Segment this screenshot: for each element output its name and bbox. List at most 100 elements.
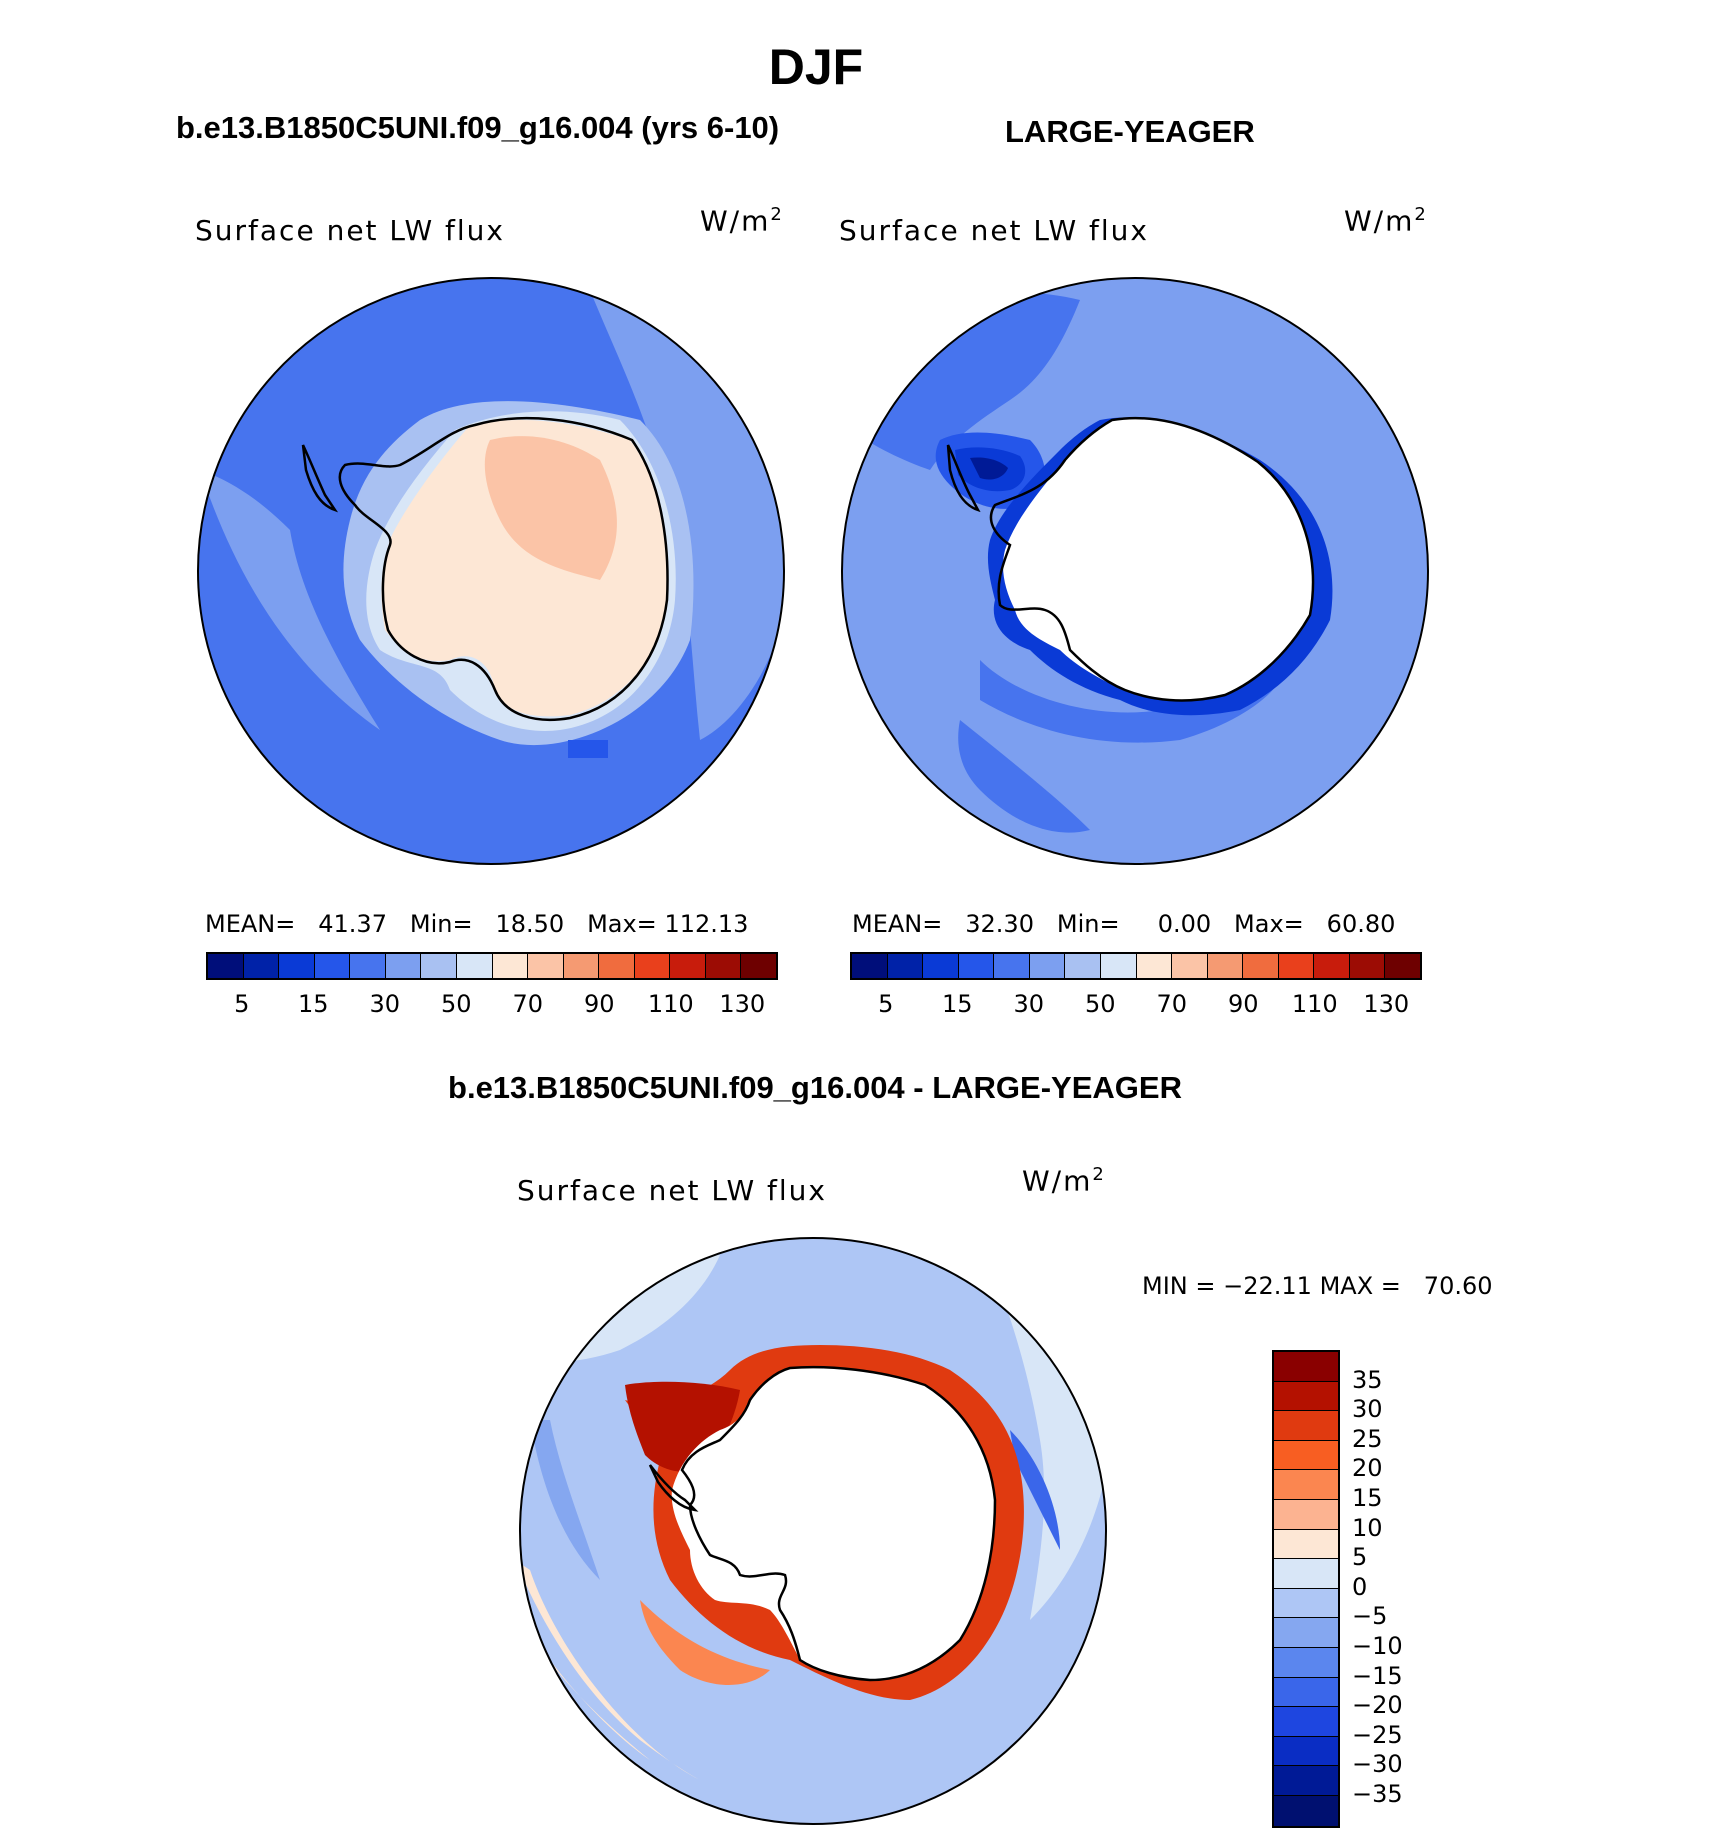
right-panel-title: LARGE-YEAGER (1005, 114, 1255, 149)
left-colorbar-box-1 (243, 954, 280, 978)
left-colorbar-box-12 (634, 954, 671, 978)
diff-colorbar-tick-label: 0 (1352, 1572, 1368, 1601)
diff-colorbar-box-9 (1274, 1618, 1338, 1648)
diff-colorbar-box-7 (1274, 1559, 1338, 1589)
left-colorbar-tick-label: 50 (440, 990, 472, 1018)
right-colorbar-box-2 (923, 954, 959, 978)
left-colorbar-tick-label: 5 (234, 990, 250, 1018)
right-map-ocean-south (980, 640, 1292, 743)
diff-map-negative-patch (1010, 1430, 1060, 1550)
right-map (842, 278, 1428, 864)
right-colorbar-box-5 (1029, 954, 1066, 978)
left-colorbar-box-9 (528, 954, 564, 978)
left-colorbar-ticks: 5 15 30 50 70 90 110 130 (206, 990, 778, 1020)
right-colorbar-box-6 (1065, 954, 1101, 978)
right-colorbar-tick-label: 110 (1291, 990, 1338, 1018)
diff-colorbar-tick-label: −10 (1352, 1632, 1403, 1660)
diff-colorbar-box-8 (1274, 1588, 1338, 1619)
diff-colorbar-box-10 (1274, 1647, 1338, 1678)
diff-colorbar-tick-label: −25 (1352, 1720, 1403, 1749)
right-colorbar-box-15 (1385, 954, 1420, 978)
diff-colorbar-box-2 (1274, 1411, 1338, 1441)
right-stats: MEAN= 32.30 Min= 0.00 Max= 60.80 (852, 910, 1396, 938)
left-stats: MEAN= 41.37 Min= 18.50 Max= 112.13 (205, 910, 749, 938)
left-panel-title: b.e13.B1850C5UNI.f09_g16.004 (yrs 6-10) (176, 110, 780, 145)
right-colorbar-box-1 (887, 954, 924, 978)
right-colorbar-box-14 (1349, 954, 1386, 978)
diff-units-label: W/m2 (1022, 1164, 1106, 1198)
right-colorbar-tick-label: 15 (941, 990, 973, 1018)
left-map-boundary (197, 277, 785, 865)
right-colorbar (850, 952, 1422, 980)
right-units-label: W/m2 (1344, 204, 1428, 238)
diff-colorbar-tick-label: 20 (1352, 1454, 1383, 1483)
left-map-ocean-band-west (200, 470, 380, 730)
left-map (198, 278, 784, 864)
left-colorbar-tick-label: 90 (583, 990, 615, 1018)
right-variable-label: Surface net LW flux (839, 214, 1149, 247)
right-colorbar-box-0 (852, 954, 888, 978)
right-colorbar-ticks: 5 15 30 50 70 90 110 130 (850, 990, 1422, 1020)
right-colorbar-box-7 (1100, 954, 1137, 978)
diff-colorbar-tick-label: 10 (1352, 1513, 1383, 1542)
left-map-ocean-band-east (590, 290, 784, 740)
left-colorbar-box-8 (492, 954, 529, 978)
left-colorbar-tick-label: 30 (369, 990, 401, 1018)
left-colorbar (206, 952, 778, 980)
left-colorbar-box-3 (314, 954, 351, 978)
right-colorbar-box-3 (958, 954, 995, 978)
left-colorbar-box-11 (599, 954, 635, 978)
diff-map-boundary (519, 1237, 1107, 1825)
diff-map (520, 1238, 1106, 1824)
left-colorbar-box-7 (456, 954, 493, 978)
left-units-label: W/m2 (700, 204, 784, 238)
left-colorbar-box-0 (208, 954, 244, 978)
diff-variable-label: Surface net LW flux (517, 1174, 827, 1207)
right-colorbar-tick-label: 5 (878, 990, 894, 1018)
diff-colorbar-box-14 (1274, 1766, 1338, 1796)
figure-title: DJF (768, 39, 864, 95)
right-colorbar-box-8 (1136, 954, 1173, 978)
diff-colorbar-box-3 (1274, 1440, 1338, 1471)
left-colorbar-tick-label: 15 (297, 990, 329, 1018)
left-colorbar-tick-label: 70 (512, 990, 544, 1018)
diff-colorbar-box-11 (1274, 1677, 1338, 1708)
right-map-boundary (841, 277, 1429, 865)
diff-colorbar-tick-label: 5 (1352, 1543, 1368, 1572)
diff-colorbar-tick-label: −30 (1352, 1750, 1403, 1779)
left-variable-label: Surface net LW flux (195, 214, 505, 247)
right-colorbar-box-12 (1278, 954, 1315, 978)
right-colorbar-tick-label: 70 (1156, 990, 1188, 1018)
diff-colorbar-box-0 (1274, 1352, 1338, 1382)
diff-map-antarctica-masked (671, 1367, 995, 1680)
left-colorbar-box-10 (563, 954, 600, 978)
left-colorbar-box-4 (350, 954, 386, 978)
left-colorbar-box-2 (279, 954, 315, 978)
left-colorbar-box-14 (705, 954, 742, 978)
left-colorbar-box-13 (670, 954, 706, 978)
diff-stats: MIN = −22.11 MAX = 70.60 (1142, 1272, 1493, 1300)
right-colorbar-box-13 (1314, 954, 1350, 978)
diff-colorbar-box-6 (1274, 1529, 1338, 1560)
diff-map-positive-patch (520, 1560, 700, 1780)
right-colorbar-box-10 (1207, 954, 1244, 978)
right-colorbar-box-11 (1243, 954, 1279, 978)
diff-colorbar-tick-label: 25 (1352, 1424, 1383, 1453)
diff-colorbar-tick-label: −20 (1352, 1691, 1403, 1720)
diff-colorbar-tick-label: 15 (1352, 1484, 1383, 1512)
diff-colorbar-box-15 (1274, 1795, 1338, 1826)
right-colorbar-tick-label: 50 (1084, 990, 1116, 1018)
right-colorbar-box-9 (1172, 954, 1208, 978)
diff-colorbar-box-1 (1274, 1381, 1338, 1412)
left-colorbar-tick-label: 130 (719, 990, 766, 1018)
diff-colorbar-box-5 (1274, 1499, 1338, 1530)
diff-colorbar-box-13 (1274, 1736, 1338, 1767)
diff-colorbar-tick-label: −15 (1352, 1661, 1403, 1690)
right-colorbar-tick-label: 90 (1227, 990, 1259, 1018)
left-colorbar-box-5 (385, 954, 422, 978)
left-colorbar-box-6 (421, 954, 457, 978)
diff-panel-title: b.e13.B1850C5UNI.f09_g16.004 - LARGE-YEA… (448, 1070, 1182, 1105)
diff-colorbar-tick-label: 35 (1352, 1365, 1383, 1394)
left-colorbar-box-15 (741, 954, 776, 978)
